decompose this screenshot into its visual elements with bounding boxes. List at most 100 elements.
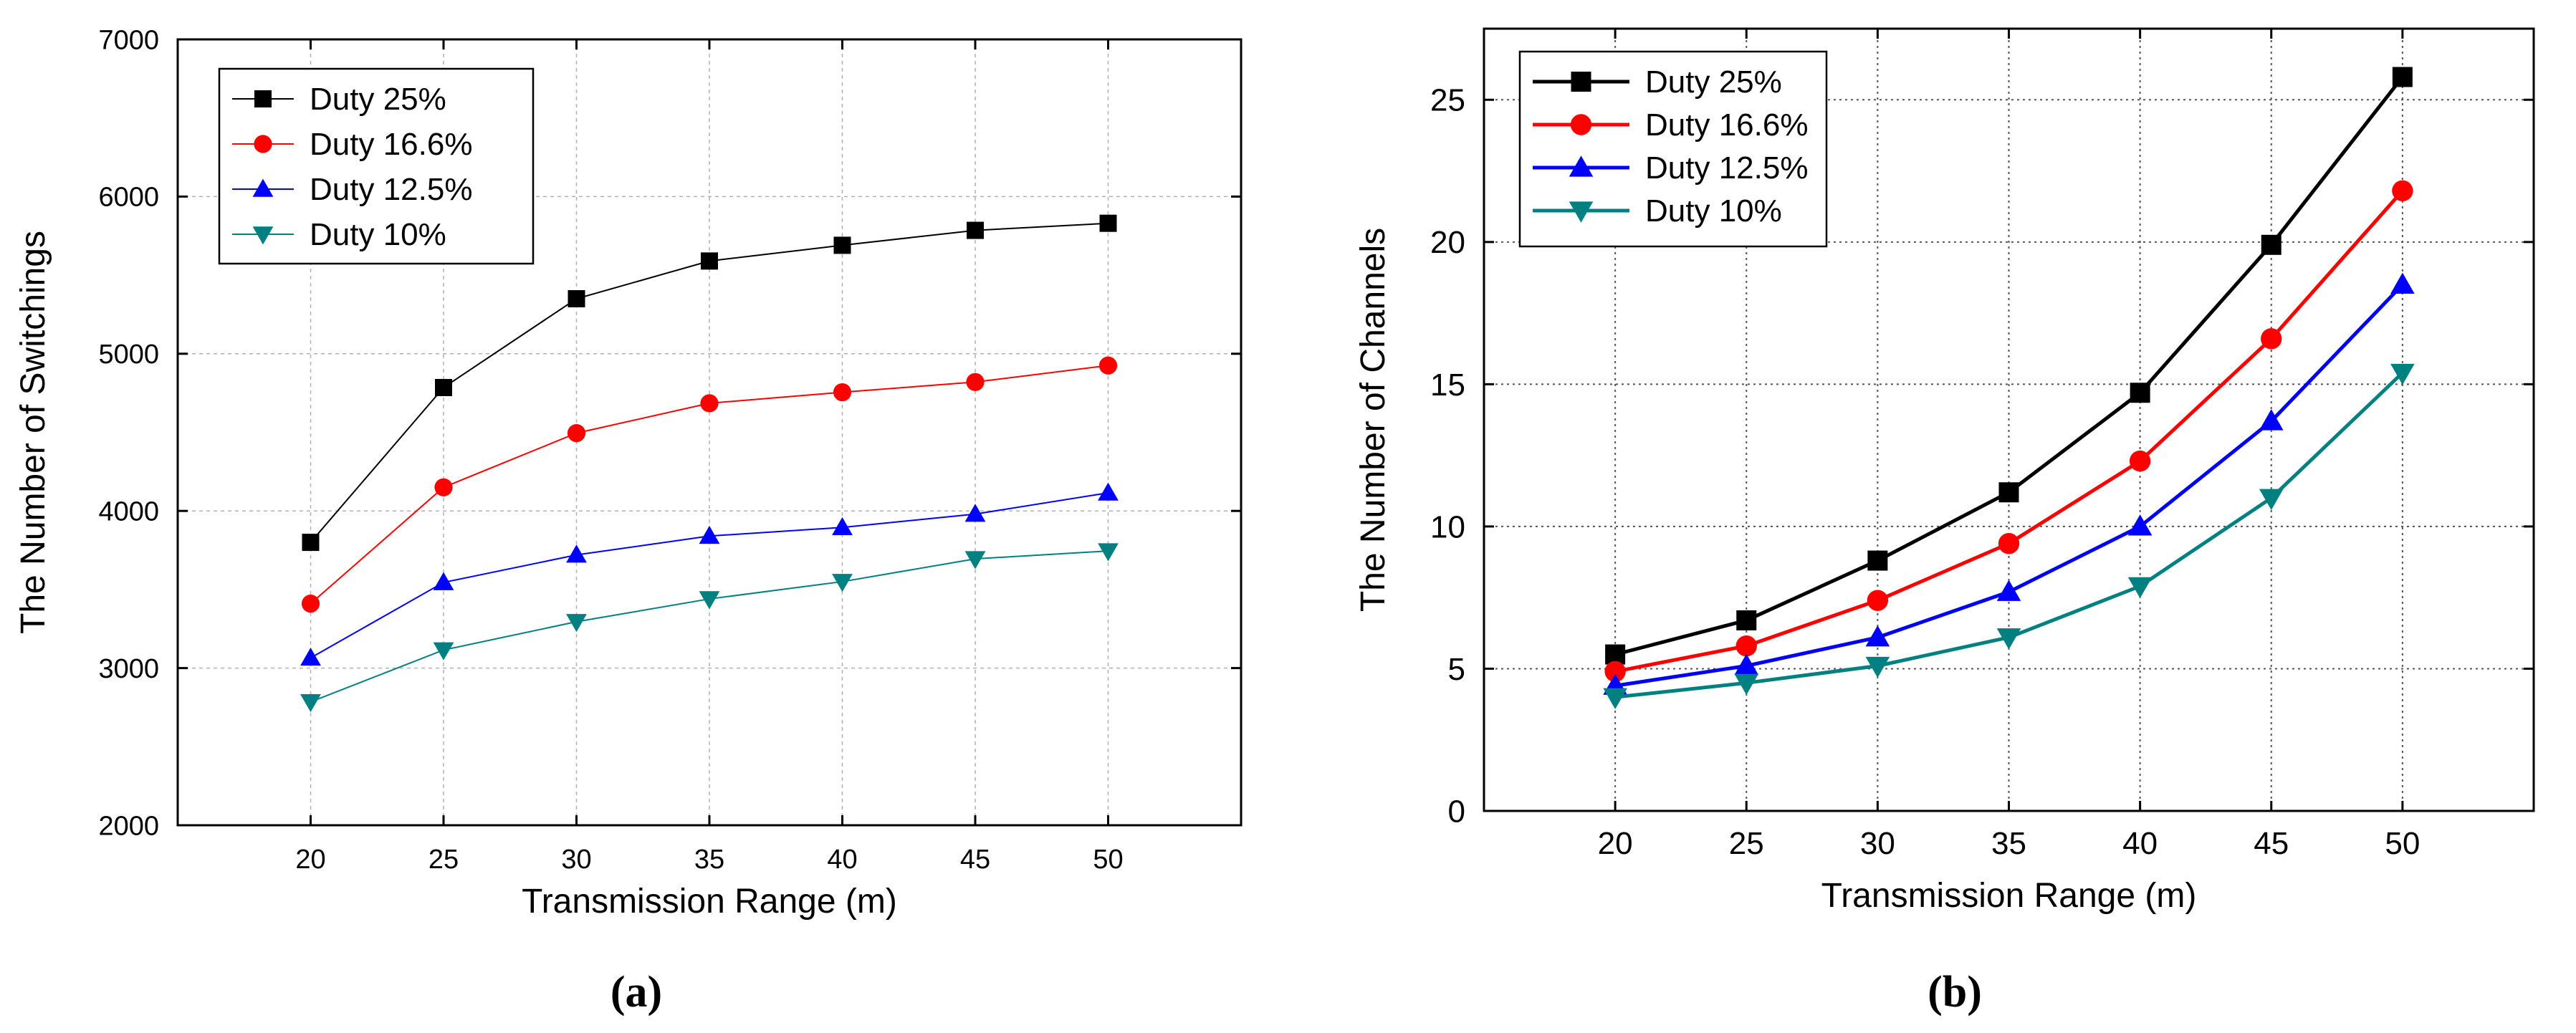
data-point [701,252,718,270]
y-tick-label: 5000 [98,340,159,370]
legend-label: Duty 10% [310,217,446,252]
data-point [1865,625,1890,647]
data-point [1865,656,1890,678]
data-point [300,693,321,713]
y-tick-label: 2000 [98,811,159,841]
y-tick-label: 4000 [98,497,159,527]
data-point [1099,214,1117,232]
data-point [2390,363,2415,385]
x-tick-label: 25 [1729,826,1764,861]
legend-marker [254,90,272,107]
data-point [1736,610,1757,630]
data-point [1098,356,1118,375]
y-tick-label: 5 [1448,652,1465,687]
series-2 [300,482,1119,666]
legend-marker [1570,114,1592,135]
x-tick-label: 30 [1860,826,1895,861]
data-point [1604,660,1626,683]
data-point [2130,383,2150,403]
x-tick-label: 20 [295,845,325,875]
legend-marker [1571,72,1591,92]
y-tick-label: 25 [1430,83,1465,118]
data-point [433,572,454,590]
x-tick-label: 45 [960,845,990,875]
data-point [699,525,720,544]
y-tick-label: 10 [1430,509,1465,544]
legend-marker [1569,201,1594,223]
y-tick-label: 15 [1430,367,1465,403]
x-tick-label: 50 [2385,826,2420,861]
data-point [2259,489,2284,510]
data-point [1867,590,1889,611]
y-axis-label: The Number of Channels [1354,228,1392,612]
x-tick-label: 30 [561,845,591,875]
data-point [301,595,320,613]
data-point [1996,580,2021,601]
data-point [2127,514,2153,536]
legend-label: Duty 25% [1645,64,1782,100]
data-point [1734,673,1759,696]
x-axis-label: Transmission Range (m) [522,883,897,921]
data-point [699,591,720,610]
data-point [1098,543,1119,562]
data-point [1867,550,1888,571]
data-point [2129,450,2151,472]
series-3 [1603,363,2415,709]
x-tick-label: 40 [2122,826,2158,861]
data-point [832,574,853,592]
legend-marker [254,135,272,153]
data-point [2259,409,2284,431]
legend-label: Duty 12.5% [310,172,472,207]
series-1 [301,356,1118,613]
legend: Duty 25% Duty 16.6% Duty 12.5% Duty 10% [1518,50,1828,248]
legend-label: Duty 16.6% [310,127,472,162]
legend-label: Duty 25% [310,82,446,117]
data-point [2390,272,2415,294]
y-axis-label: The Number of Switchings [14,231,52,634]
data-point [833,236,851,254]
data-point [964,504,986,522]
legend-marker [252,226,274,245]
chart-b: 20 25 30 35 40 45 50 0 5 10 15 20 25 Transmission Ran… [1354,27,2535,1017]
legend-label: Duty 10% [1645,193,1782,229]
data-point [1996,628,2021,650]
legend-label: Duty 16.6% [1645,107,1808,143]
axes: 20 25 30 35 40 45 50 2000 3000 4000 5000 6000 7000 [98,25,1241,875]
data-point [566,614,587,633]
data-point [967,221,984,239]
data-point [832,516,853,536]
legend-label: Duty 12.5% [1645,150,1808,186]
data-point [1735,635,1757,657]
axes: 20 25 30 35 40 45 50 0 5 10 15 20 25 [1430,29,2534,861]
data-point [700,394,719,413]
data-point [434,478,453,496]
x-axis-label: Transmission Range (m) [1821,877,2197,915]
data-point [1998,533,2020,554]
x-tick-label: 35 [694,845,724,875]
data-point [1098,482,1119,501]
data-point [300,647,321,666]
series-2 [1603,272,2415,695]
data-point [2261,234,2281,255]
x-tick-label: 40 [827,845,857,875]
figure-caption: (b) [1928,968,1982,1017]
legend-marker [1569,155,1594,177]
y-tick-label: 3000 [98,654,159,684]
data-point [2261,328,2282,350]
y-tick-label: 7000 [98,25,159,55]
series-0 [1605,67,2413,665]
y-tick-label: 6000 [98,183,159,213]
data-point [2392,180,2413,202]
legend: Duty 25% Duty 16.6% Duty 12.5% Duty 10% [218,67,535,265]
data-point [2127,577,2153,599]
data-point [966,373,985,391]
data-point [568,290,585,308]
data-point [1998,482,2019,503]
figure-caption: (a) [611,968,662,1017]
data-point [433,642,454,660]
data-point [1734,653,1759,676]
data-point [1603,688,1627,709]
data-point [302,534,320,552]
data-point [567,423,586,443]
